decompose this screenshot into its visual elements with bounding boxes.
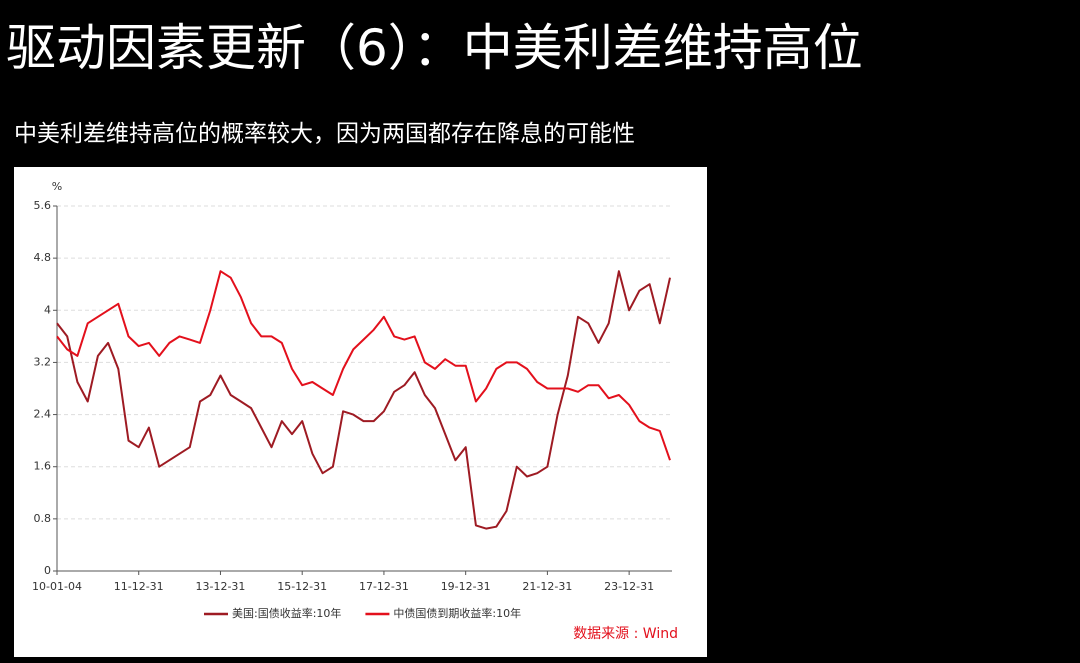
y-tick-label: 4.8 <box>34 251 52 264</box>
y-tick-label: 0.8 <box>34 512 52 525</box>
x-tick-label: 15-12-31 <box>277 580 327 593</box>
y-unit: % <box>52 180 62 193</box>
x-tick-label: 10-01-04 <box>32 580 82 593</box>
x-tick-label: 17-12-31 <box>359 580 409 593</box>
legend-label: 美国:国债收益率:10年 <box>232 606 341 620</box>
y-tick-label: 5.6 <box>34 199 52 212</box>
line-series <box>56 270 671 530</box>
y-tick-label: 4 <box>44 303 51 316</box>
y-tick-label: 1.6 <box>34 460 52 473</box>
legend-label: 中债国债到期收益率:10年 <box>393 606 521 620</box>
y-tick-label: 3.2 <box>34 355 52 368</box>
x-tick-label: 11-12-31 <box>114 580 164 593</box>
y-tick-label: 0 <box>44 564 51 577</box>
x-tick-label: 13-12-31 <box>195 580 245 593</box>
x-tick-label: 19-12-31 <box>441 580 491 593</box>
slide-subtitle: 中美利差维持高位的概率较大，因为两国都存在降息的可能性 <box>14 121 635 147</box>
slide-title: 驱动因素更新（6）：中美利差维持高位 <box>6 19 863 77</box>
chart: % 数据来源 : Wind 0 0.8 1.6 2.4 3.2 4 4.8 5.6 10-01-… <box>14 167 707 657</box>
source-note: 数据来源 : Wind <box>573 626 678 642</box>
x-tick-label: 21-12-31 <box>522 580 572 593</box>
x-tick-label: 23-12-31 <box>604 580 654 593</box>
line-series <box>56 270 671 461</box>
y-tick-label: 2.4 <box>34 408 52 421</box>
